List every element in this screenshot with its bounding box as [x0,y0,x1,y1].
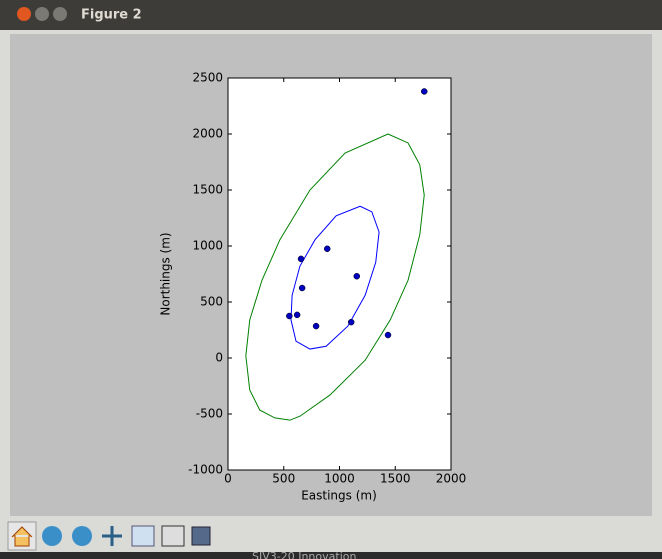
x-tick-label: 500 [272,472,295,486]
x-axis-label: Eastings (m) [301,489,377,503]
ellipse-line [290,205,380,350]
toolbar [7,521,211,551]
y-tick-label: 2000 [192,127,223,141]
back-button[interactable] [42,526,62,546]
subplots-button[interactable] [161,525,185,547]
scatter-point [323,245,331,253]
x-tick-label: 1000 [324,472,355,486]
y-tick-label: 0 [215,351,223,365]
window-title: Figure 2 [81,8,142,23]
x-tick-label: 2000 [436,472,467,486]
save-button[interactable] [191,526,211,546]
ellipse-line [245,133,425,421]
plot: 0 500 1000 1500 2000 -1000 -500 0 500 1000 1500 200… [188,71,466,486]
scatter-point [312,322,320,330]
scatter-point [298,284,306,292]
maximize-button[interactable] [53,7,67,21]
desktop-strip [0,552,662,559]
x-tick-label: 0 [224,472,232,486]
home-icon [11,526,33,547]
forward-button[interactable] [72,526,92,546]
scatter-point [384,331,392,339]
y-axis-label: Northings (m) [159,232,173,315]
scatter-point [297,255,305,263]
minimize-button[interactable] [35,7,49,21]
x-tick-label: 1500 [380,472,411,486]
scatter-point [420,88,428,95]
y-tick-label: 500 [200,295,223,309]
scatter-point [347,318,355,326]
title-bar [0,0,662,30]
background-text: SIV3-20 Innovation [252,550,356,559]
y-tick-label: 1000 [192,239,223,253]
scatter-point [293,311,301,319]
y-tick-label: 2500 [192,71,223,85]
y-tick-label: 1500 [192,183,223,197]
scatter-point [353,272,361,280]
y-tick-label: -1000 [188,463,223,477]
zoom-button[interactable] [131,525,155,547]
scatter-point [286,312,293,320]
close-button[interactable] [17,7,31,21]
y-tick-label: -500 [196,407,223,421]
pan-button[interactable] [102,526,122,546]
